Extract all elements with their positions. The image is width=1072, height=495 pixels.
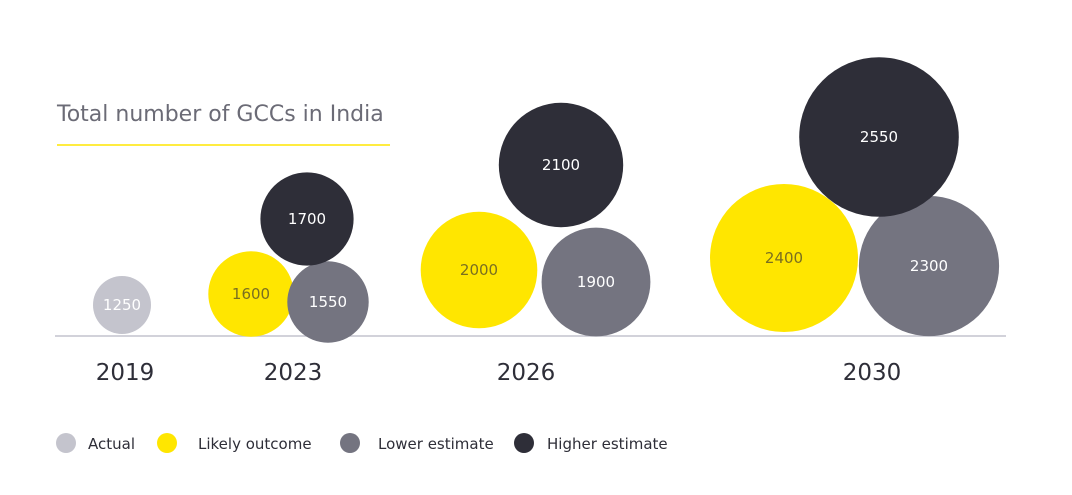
bubble-label-higher-estimate-2023: 1700: [288, 210, 326, 228]
legend-label-likely-outcome: Likely outcome: [198, 435, 312, 453]
bubble-label-lower-estimate-2026: 1900: [577, 273, 615, 291]
bubble-label-likely-outcome-2023: 1600: [232, 285, 270, 303]
x-tick-label-2030: 2030: [843, 360, 902, 386]
bubble-label-actual-2019: 1250: [103, 296, 141, 314]
x-tick-label-2023: 2023: [264, 360, 323, 386]
legend-swatch-actual: [56, 433, 76, 453]
x-tick-label-2026: 2026: [497, 360, 556, 386]
bubble-label-likely-outcome-2030: 2400: [765, 249, 803, 267]
legend-label-actual: Actual: [88, 435, 135, 453]
bubble-higher-estimate-2030: [799, 57, 959, 217]
bubble-label-higher-estimate-2026: 2100: [542, 156, 580, 174]
bubble-label-higher-estimate-2030: 2550: [860, 128, 898, 146]
legend: Actual Likely outcome Lower estimate Higher…: [56, 433, 668, 453]
legend-label-lower-estimate: Lower estimate: [378, 435, 494, 453]
bubble-lower-estimate-2030: [858, 195, 1000, 337]
bubble-likely-outcome-2026: [420, 211, 538, 329]
legend-swatch-higher-estimate: [514, 433, 534, 453]
bubbles-group: 1250 1600 1550 1700 2000 1900 2100 2400 2300 2550: [93, 57, 1000, 343]
chart-title: Total number of GCCs in India: [56, 102, 384, 127]
bubble-lower-estimate-2023: [287, 261, 369, 343]
bubble-higher-estimate-2026: [498, 102, 624, 228]
bubble-likely-outcome-2023: [208, 251, 294, 337]
bubble-label-lower-estimate-2023: 1550: [309, 293, 347, 311]
legend-swatch-lower-estimate: [340, 433, 360, 453]
bubble-actual-2019: [93, 276, 151, 334]
bubble-lower-estimate-2026: [541, 227, 651, 337]
bubble-higher-estimate-2023: [260, 172, 354, 266]
x-tick-label-2019: 2019: [96, 360, 155, 386]
legend-swatch-likely-outcome: [157, 433, 177, 453]
legend-label-higher-estimate: Higher estimate: [547, 435, 668, 453]
bubble-label-lower-estimate-2030: 2300: [910, 257, 948, 275]
year-labels-group: 2019 2023 2026 2030: [96, 360, 902, 386]
bubble-label-likely-outcome-2026: 2000: [460, 261, 498, 279]
bubble-likely-outcome-2030: [710, 184, 858, 332]
